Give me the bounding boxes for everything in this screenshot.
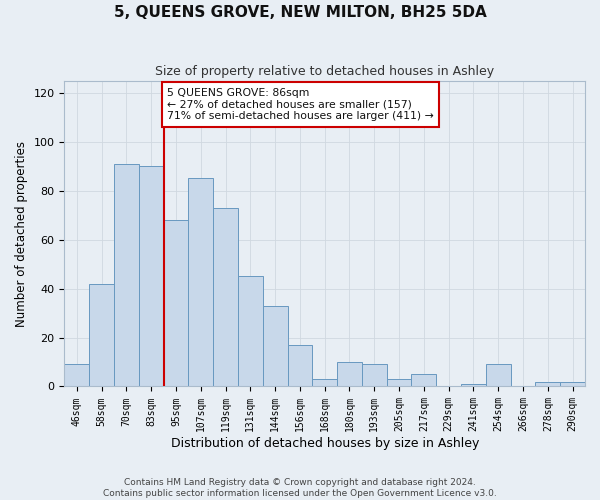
Bar — [213, 208, 238, 386]
Text: Contains HM Land Registry data © Crown copyright and database right 2024.
Contai: Contains HM Land Registry data © Crown c… — [103, 478, 497, 498]
Bar — [412, 374, 436, 386]
Bar — [560, 382, 585, 386]
Bar — [313, 379, 337, 386]
Bar — [139, 166, 164, 386]
Bar — [287, 345, 313, 387]
Bar — [337, 362, 362, 386]
Title: Size of property relative to detached houses in Ashley: Size of property relative to detached ho… — [155, 65, 494, 78]
Bar — [535, 382, 560, 386]
Bar — [238, 276, 263, 386]
X-axis label: Distribution of detached houses by size in Ashley: Distribution of detached houses by size … — [170, 437, 479, 450]
Text: 5 QUEENS GROVE: 86sqm
← 27% of detached houses are smaller (157)
71% of semi-det: 5 QUEENS GROVE: 86sqm ← 27% of detached … — [167, 88, 434, 121]
Bar — [362, 364, 386, 386]
Bar — [263, 306, 287, 386]
Bar — [188, 178, 213, 386]
Bar — [164, 220, 188, 386]
Bar — [386, 379, 412, 386]
Bar — [89, 284, 114, 387]
Y-axis label: Number of detached properties: Number of detached properties — [15, 140, 28, 326]
Bar — [486, 364, 511, 386]
Bar — [64, 364, 89, 386]
Bar — [114, 164, 139, 386]
Text: 5, QUEENS GROVE, NEW MILTON, BH25 5DA: 5, QUEENS GROVE, NEW MILTON, BH25 5DA — [113, 5, 487, 20]
Bar — [461, 384, 486, 386]
